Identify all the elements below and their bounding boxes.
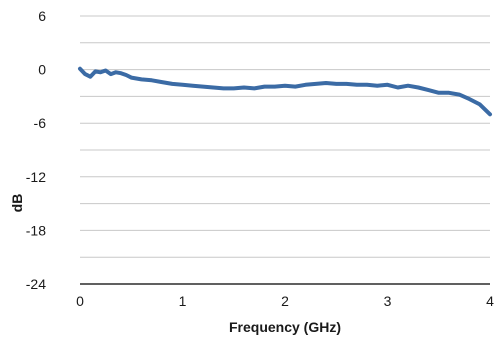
x-axis-title: Frequency (GHz) (229, 319, 341, 335)
y-tick-label: -18 (26, 222, 46, 238)
tick-labels: 6 0 -6 -12 -18 -24 0 1 2 3 4 (26, 8, 494, 309)
y-tick-label: 6 (38, 8, 46, 24)
y-tick-label: 0 (38, 62, 46, 78)
x-tick-label: 2 (281, 293, 289, 309)
y-tick-label: -12 (26, 169, 46, 185)
x-tick-label: 1 (179, 293, 187, 309)
data-series (78, 66, 492, 117)
y-tick-label: -6 (34, 115, 47, 131)
series-line (78, 66, 492, 117)
x-tick-label: 0 (76, 293, 84, 309)
y-axis-title: dB (9, 194, 25, 213)
x-tick-label: 3 (384, 293, 392, 309)
x-tick-label: 4 (486, 293, 494, 309)
y-tick-label: -24 (26, 276, 46, 292)
grid-lines (80, 15, 490, 258)
